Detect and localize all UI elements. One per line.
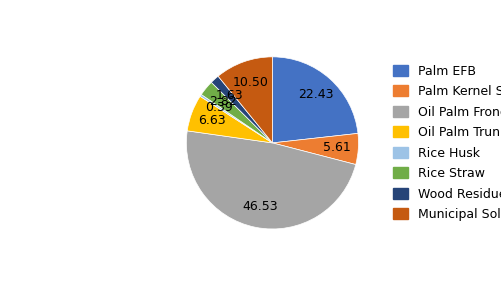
Wedge shape bbox=[187, 96, 272, 143]
Wedge shape bbox=[186, 131, 355, 229]
Text: 2.82: 2.82 bbox=[208, 95, 236, 108]
Wedge shape bbox=[211, 76, 272, 143]
Wedge shape bbox=[272, 57, 357, 143]
Text: 22.43: 22.43 bbox=[297, 88, 333, 101]
Wedge shape bbox=[272, 133, 358, 164]
Text: 1.63: 1.63 bbox=[215, 89, 242, 102]
Wedge shape bbox=[201, 82, 272, 143]
Wedge shape bbox=[200, 95, 272, 143]
Legend: Palm EFB, Palm Kernel Shell, Oil Palm Fronds, Oil Palm Trunks, Rice Husk, Rice S: Palm EFB, Palm Kernel Shell, Oil Palm Fr… bbox=[385, 58, 501, 228]
Text: 6.63: 6.63 bbox=[198, 114, 225, 127]
Text: 5.61: 5.61 bbox=[322, 141, 350, 154]
Text: 10.50: 10.50 bbox=[232, 76, 268, 89]
Text: 0.39: 0.39 bbox=[204, 101, 232, 114]
Text: 46.53: 46.53 bbox=[241, 200, 277, 213]
Wedge shape bbox=[217, 57, 272, 143]
